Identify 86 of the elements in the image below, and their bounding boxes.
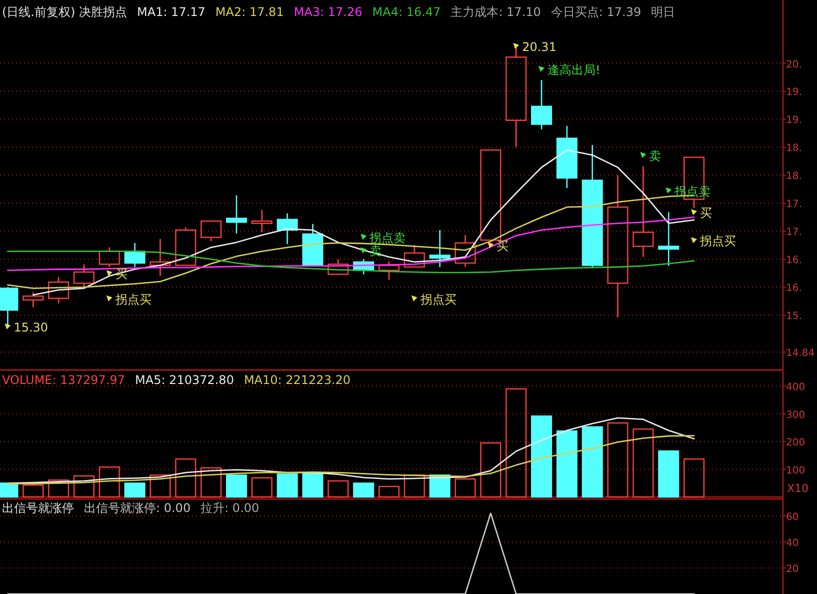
point bbox=[691, 237, 698, 244]
chart-title: 出信号就涨停 bbox=[2, 501, 74, 515]
bar bbox=[556, 430, 578, 498]
data-label: 逢高出局! bbox=[548, 62, 600, 77]
bar bbox=[607, 422, 628, 498]
y-tick-label: 60 bbox=[786, 512, 799, 523]
y-tick-label: 18. bbox=[786, 171, 802, 182]
point bbox=[106, 295, 112, 302]
y-tick-label: 16. bbox=[786, 283, 802, 294]
data-label: 拐点买 bbox=[699, 234, 736, 248]
candlestick bbox=[632, 166, 654, 258]
data-label: 买 bbox=[496, 239, 509, 254]
point bbox=[513, 42, 520, 49]
data-label: 拐点卖 bbox=[368, 230, 406, 245]
y-tick-label: 200 bbox=[786, 438, 806, 449]
bar bbox=[73, 475, 94, 498]
point bbox=[411, 295, 418, 302]
y-tick-label: 17. bbox=[786, 199, 802, 210]
text: 出信号就涨停: 0.00 bbox=[84, 501, 191, 515]
text: MA3: 17.26 bbox=[294, 5, 362, 19]
bar bbox=[150, 474, 171, 498]
bar bbox=[22, 484, 44, 498]
annotation: 主力成本: 17.10 bbox=[450, 5, 541, 19]
text: VOLUME: 137297.97 bbox=[2, 373, 125, 387]
y-tick-label: 40 bbox=[786, 538, 799, 549]
text: MA1: 17.17 bbox=[137, 5, 206, 19]
candlestick bbox=[124, 242, 146, 268]
candlestick bbox=[658, 212, 680, 267]
y-tick-label: 14.84 bbox=[786, 348, 815, 360]
point bbox=[538, 66, 545, 72]
data-label: 拐点买 bbox=[114, 292, 152, 306]
bar bbox=[582, 426, 603, 498]
bar bbox=[98, 466, 120, 498]
annotation: 明日 bbox=[651, 5, 676, 19]
y-tick-label: 17. bbox=[786, 227, 802, 238]
bar bbox=[632, 428, 654, 498]
bar bbox=[378, 486, 400, 498]
y-tick-label: 100 bbox=[786, 465, 806, 476]
text: MA5: 210372.80 bbox=[135, 373, 234, 387]
data-label: 15.30 bbox=[14, 320, 48, 334]
bar bbox=[226, 474, 247, 498]
bar bbox=[454, 478, 476, 498]
annotation: 今日买点: 17.39 bbox=[550, 5, 642, 19]
text: MA10: 221223.20 bbox=[244, 373, 351, 387]
bar bbox=[328, 480, 349, 498]
y-tick-label: 19. bbox=[786, 87, 802, 98]
bar bbox=[200, 467, 222, 498]
bar bbox=[531, 415, 552, 498]
point bbox=[640, 152, 646, 158]
bar bbox=[684, 458, 705, 498]
y-tick-label: 18. bbox=[786, 143, 802, 154]
data-label: 拐点买 bbox=[419, 292, 456, 306]
line-series bbox=[7, 435, 695, 484]
bar bbox=[658, 450, 680, 498]
y-tick-label: 19. bbox=[786, 115, 802, 126]
chart-title: (日线.前复权) 决胜拐点 bbox=[2, 5, 127, 19]
bar bbox=[175, 458, 196, 498]
bar bbox=[506, 388, 527, 498]
data-label: 买 bbox=[700, 206, 712, 220]
y-tick-label: 15. bbox=[786, 311, 802, 322]
line-series bbox=[7, 417, 695, 484]
bar bbox=[251, 477, 272, 498]
data-label: 20.31 bbox=[522, 40, 556, 54]
bar bbox=[480, 442, 502, 498]
y-tick-label: 20. bbox=[786, 59, 802, 70]
annotation: 拉升: 0.00 bbox=[200, 501, 260, 515]
y-tick-label: 16. bbox=[786, 255, 802, 266]
point bbox=[360, 247, 367, 254]
bar bbox=[276, 473, 298, 498]
y-tick-label: 400 bbox=[786, 382, 806, 394]
candlestick bbox=[607, 174, 628, 318]
candlestick bbox=[226, 194, 247, 234]
y-tick-label: 300 bbox=[786, 410, 806, 421]
text: MA4: 16.47 bbox=[372, 5, 441, 19]
bar bbox=[302, 472, 324, 498]
bar bbox=[124, 482, 146, 498]
candlestick bbox=[150, 238, 171, 277]
data-label: 卖 bbox=[649, 149, 662, 164]
bar bbox=[48, 479, 70, 498]
candlestick bbox=[556, 125, 578, 189]
bar bbox=[353, 482, 374, 498]
text: MA2: 17.81 bbox=[215, 5, 284, 19]
point bbox=[4, 323, 11, 330]
candlestick bbox=[454, 234, 476, 268]
y-axis-title: X10 bbox=[787, 482, 809, 495]
y-tick-label: 20 bbox=[786, 564, 799, 575]
